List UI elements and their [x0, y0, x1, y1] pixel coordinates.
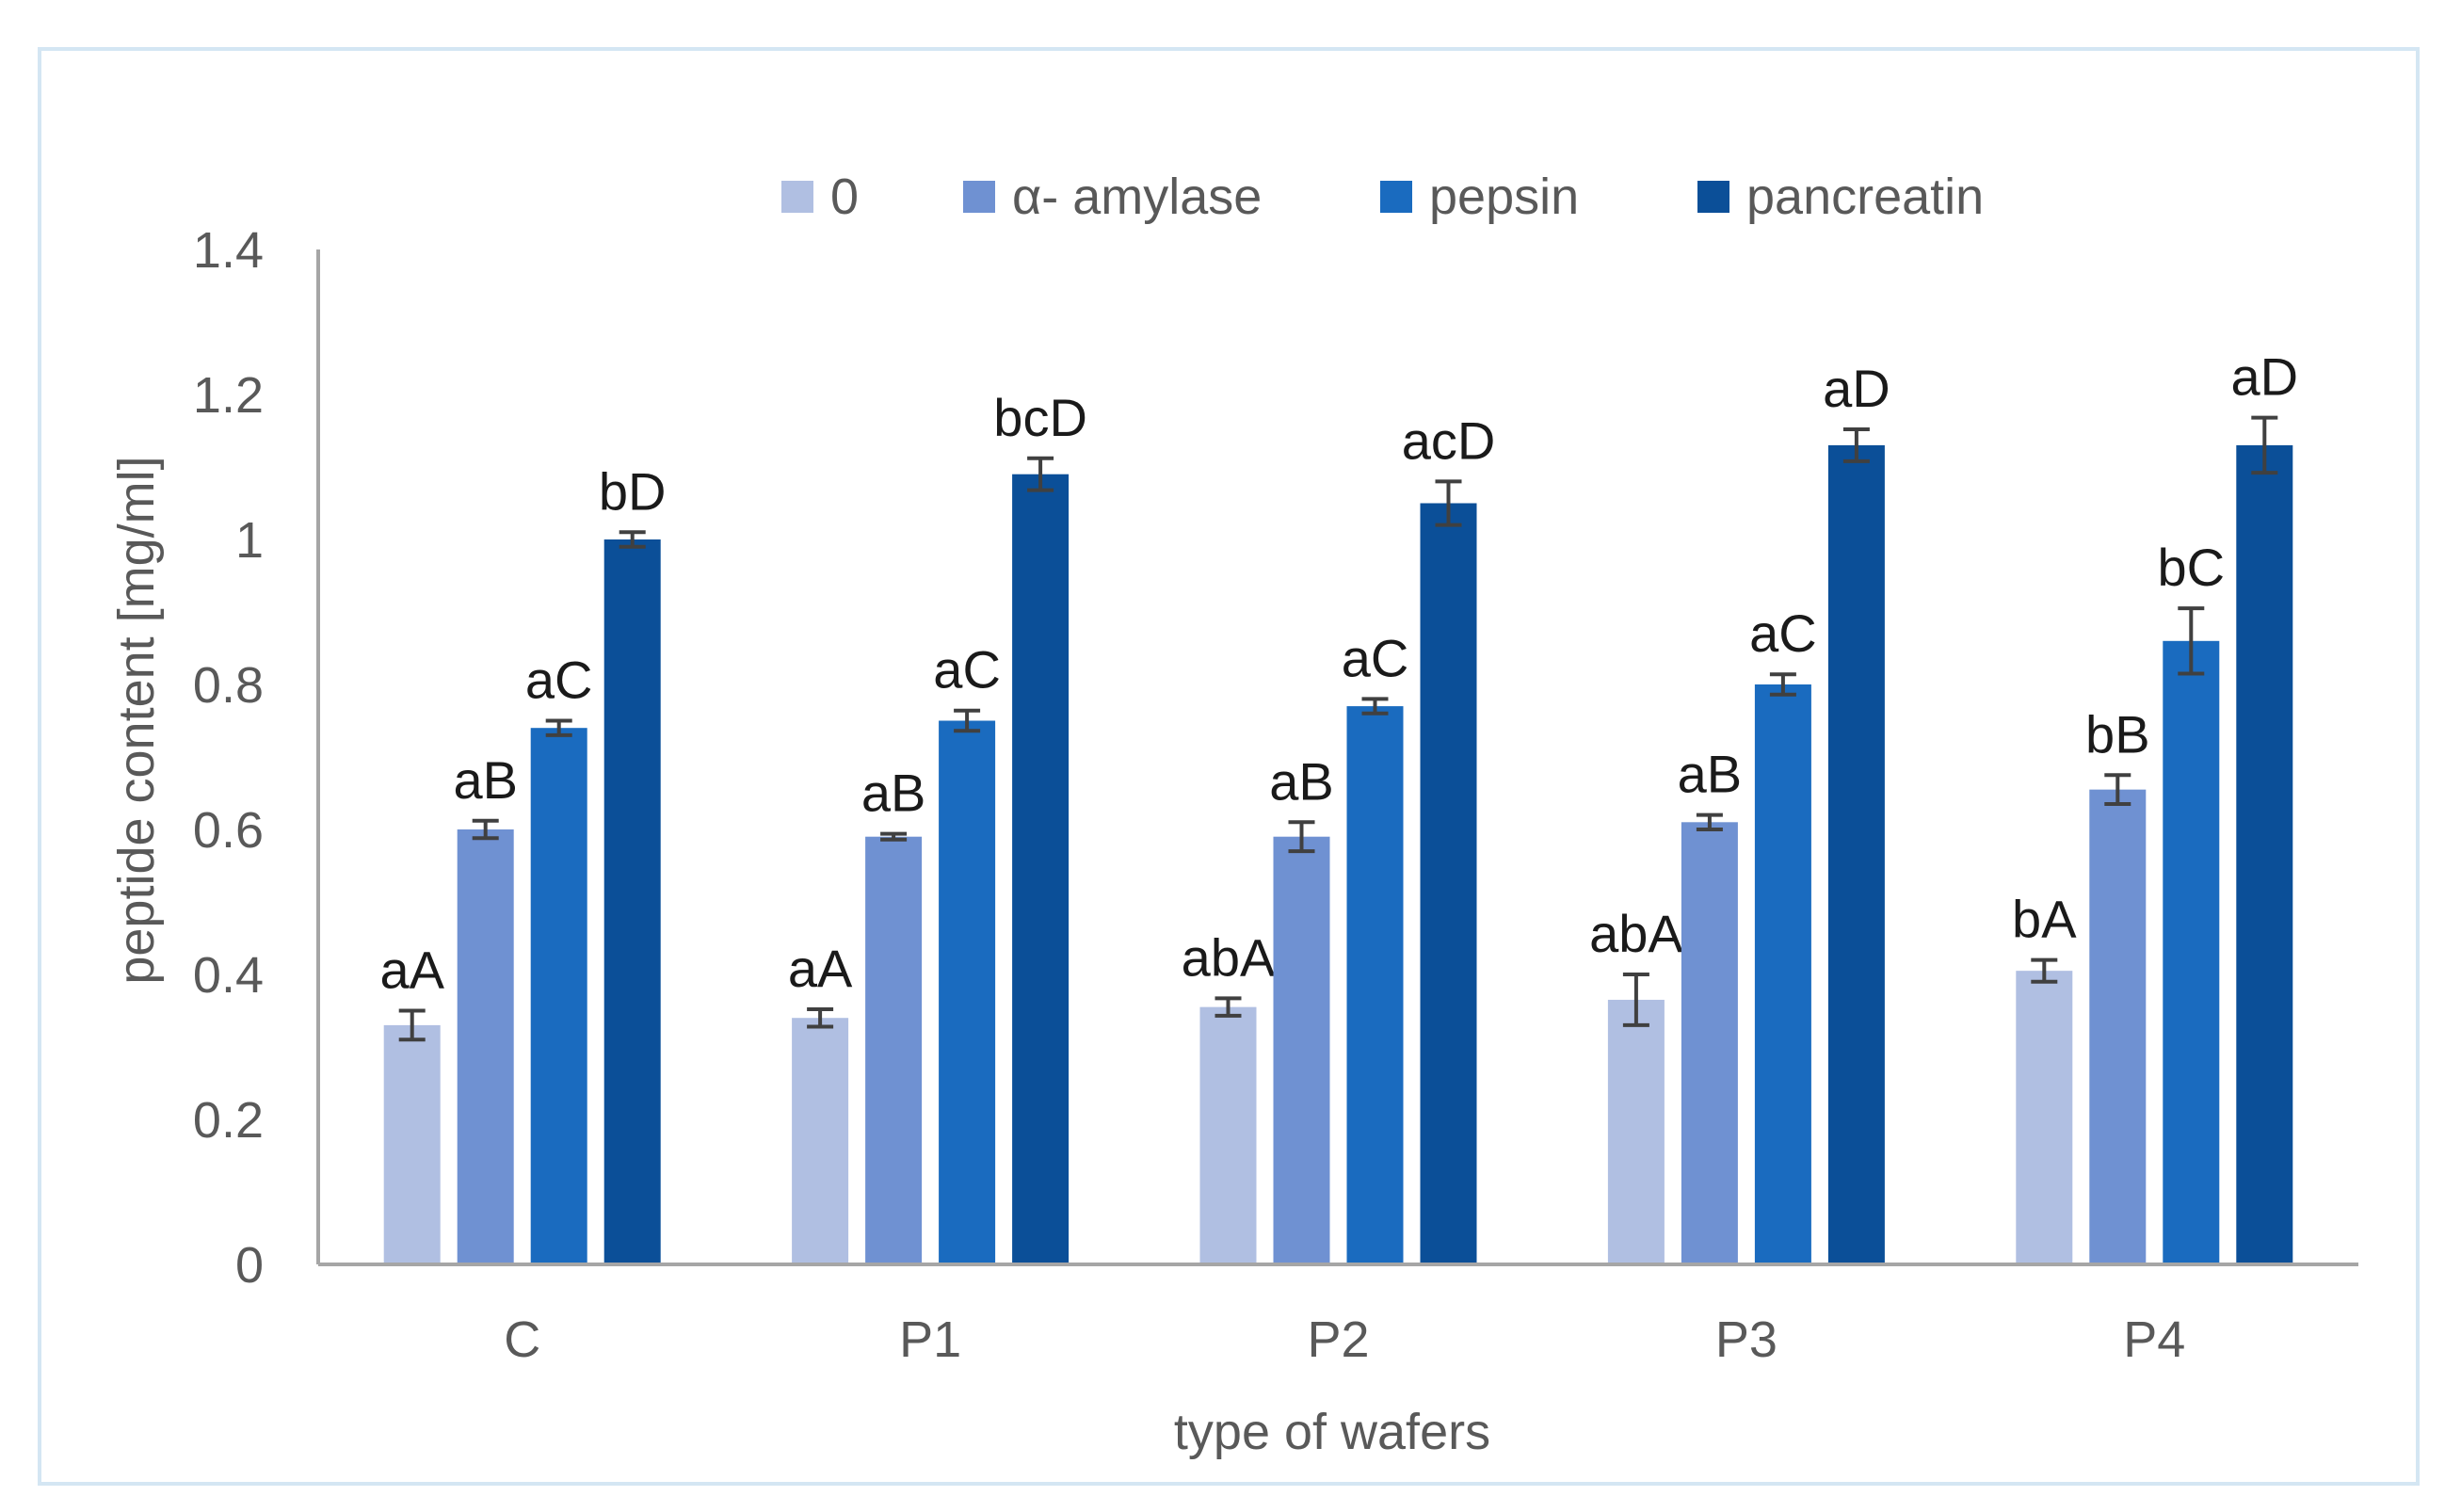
- data-label: aC: [525, 651, 593, 710]
- legend-item-0: 0: [781, 168, 859, 226]
- bar: [792, 1018, 849, 1264]
- bar: [1273, 836, 1330, 1264]
- data-label: abA: [1589, 904, 1683, 963]
- y-tick-label: 0: [235, 1237, 264, 1294]
- data-label: aD: [1823, 359, 1890, 418]
- legend-item-pancreatin: pancreatin: [1697, 168, 1984, 226]
- data-label: aC: [1749, 603, 1817, 663]
- bar: [2089, 789, 2147, 1264]
- data-label: aA: [379, 941, 444, 1000]
- bar: [603, 539, 661, 1264]
- bar: [1607, 999, 1665, 1264]
- y-axis-title: peptide content [mg/ml]: [108, 456, 165, 985]
- data-label: aC: [1342, 628, 1409, 687]
- bar: [2163, 640, 2220, 1264]
- legend-label-amylase: α- amylase: [1012, 169, 1263, 225]
- bar: [383, 1024, 441, 1264]
- bar: [939, 720, 996, 1264]
- legend-item-amylase: α- amylase: [963, 168, 1262, 226]
- bar: [1681, 822, 1738, 1264]
- data-label: bA: [2012, 890, 2077, 949]
- x-tick-label: P2: [1307, 1311, 1369, 1368]
- legend-label-pepsin: pepsin: [1429, 169, 1580, 225]
- bar: [457, 829, 514, 1264]
- bar: [2236, 444, 2293, 1264]
- bar: [865, 836, 923, 1264]
- legend-swatch-pepsin: [1380, 181, 1412, 213]
- y-tick-label: 1: [235, 512, 264, 569]
- y-tick-label: 1.4: [193, 222, 264, 279]
- y-tick-label: 0.6: [193, 802, 264, 859]
- legend-label-pancreatin: pancreatin: [1746, 169, 1985, 225]
- data-label: aB: [861, 764, 926, 823]
- bar: [1827, 444, 1885, 1264]
- data-label: aD: [2231, 347, 2299, 407]
- bar: [1012, 474, 1070, 1264]
- x-tick-label: P4: [2123, 1311, 2185, 1368]
- legend-label-0: 0: [830, 169, 860, 225]
- data-label: aB: [453, 750, 518, 810]
- y-tick-label: 0.2: [193, 1092, 264, 1149]
- data-label: bB: [2085, 704, 2150, 764]
- legend-item-pepsin: pepsin: [1380, 168, 1579, 226]
- x-tick-label: P1: [899, 1311, 961, 1368]
- bar: [1420, 503, 1477, 1264]
- data-label: bcD: [993, 388, 1087, 447]
- y-tick-label: 0.8: [193, 657, 264, 714]
- x-axis-title: type of wafers: [1173, 1404, 1491, 1460]
- legend-swatch-amylase: [963, 181, 995, 213]
- bar: [1346, 706, 1404, 1264]
- x-tick-label: P3: [1715, 1311, 1777, 1368]
- x-tick-label: C: [504, 1311, 540, 1368]
- legend-swatch-0: [781, 181, 813, 213]
- data-label: aC: [933, 640, 1001, 700]
- data-label: aB: [1269, 751, 1334, 811]
- legend: 0 α- amylase pepsin pancreatin: [0, 168, 2445, 230]
- bar: [2016, 971, 2073, 1264]
- data-label: bC: [2158, 538, 2226, 597]
- data-label: aA: [788, 939, 853, 998]
- data-label: aB: [1678, 745, 1743, 804]
- bar: [1199, 1006, 1257, 1264]
- legend-swatch-pancreatin: [1697, 181, 1729, 213]
- bar: [1754, 684, 1811, 1264]
- data-label: bD: [599, 461, 667, 521]
- data-label: acD: [1402, 410, 1496, 470]
- bar: [530, 728, 587, 1264]
- data-label: abA: [1182, 927, 1276, 987]
- y-tick-label: 1.2: [193, 367, 264, 424]
- y-tick-label: 0.4: [193, 947, 264, 1004]
